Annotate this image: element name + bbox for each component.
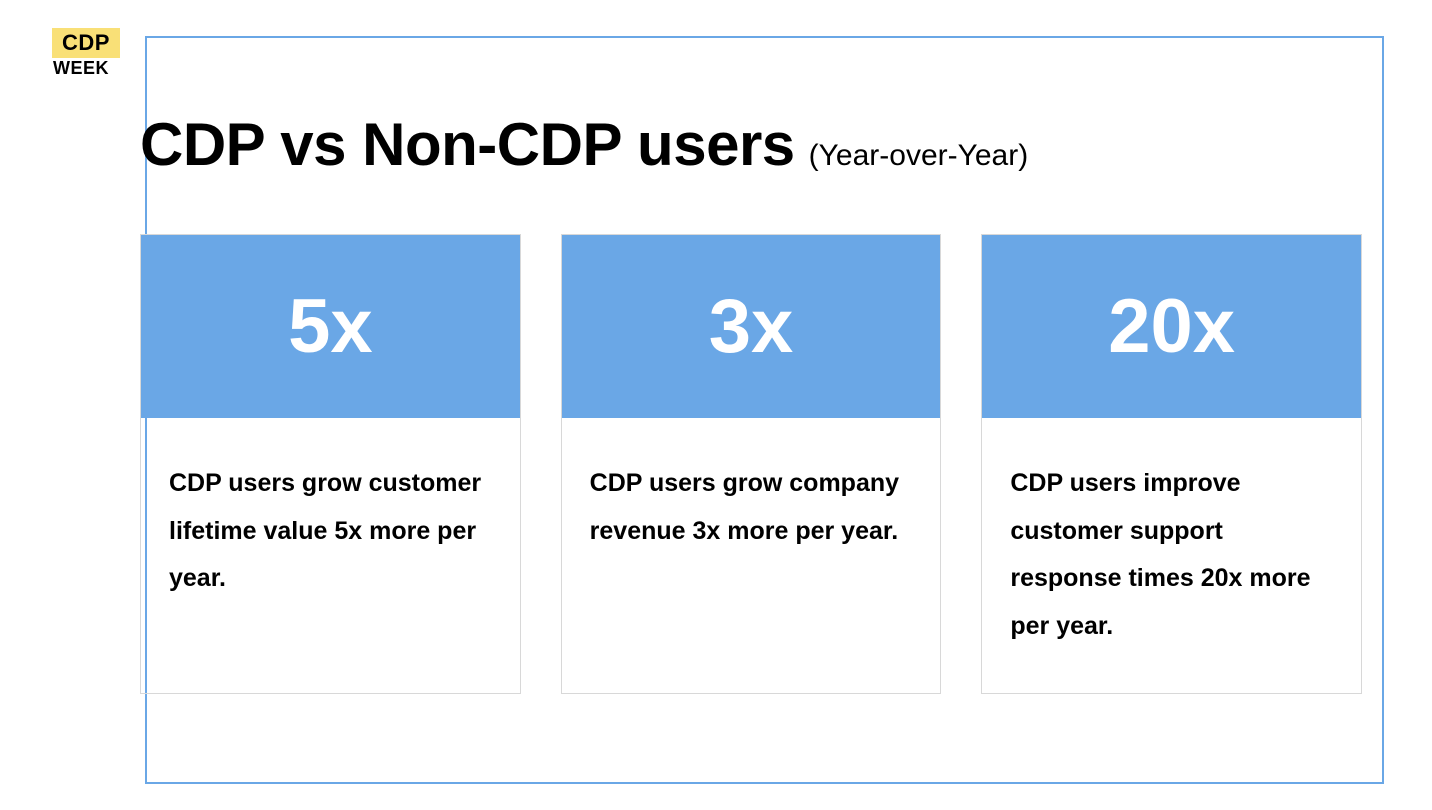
main-title: CDP vs Non-CDP users [140, 110, 795, 179]
logo-top-text: CDP [62, 30, 110, 55]
stat-value: 3x [562, 235, 941, 418]
stat-card: 20x CDP users improve customer support r… [981, 234, 1362, 694]
stat-value: 20x [982, 235, 1361, 418]
cards-row: 5x CDP users grow customer lifetime valu… [140, 234, 1362, 694]
title-row: CDP vs Non-CDP users (Year-over-Year) [140, 110, 1362, 179]
content-area: CDP vs Non-CDP users (Year-over-Year) 5x… [130, 110, 1362, 694]
logo-badge: CDP WEEK [52, 28, 124, 83]
stat-value: 5x [141, 235, 520, 418]
subtitle: (Year-over-Year) [809, 139, 1029, 173]
stat-card: 3x CDP users grow company revenue 3x mor… [561, 234, 942, 694]
stat-description: CDP users grow customer lifetime value 5… [141, 418, 520, 631]
stat-card: 5x CDP users grow customer lifetime valu… [140, 234, 521, 694]
stat-description: CDP users grow company revenue 3x more p… [562, 418, 941, 583]
logo-bottom-text: WEEK [52, 58, 120, 79]
logo-top-badge: CDP [52, 28, 120, 58]
stat-description: CDP users improve customer support respo… [982, 418, 1361, 678]
